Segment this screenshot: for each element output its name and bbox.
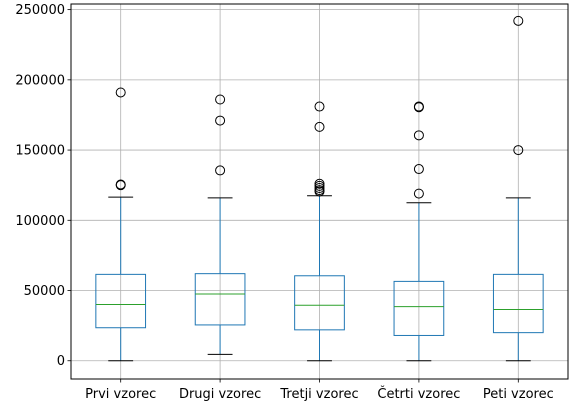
outlier-point [413,130,424,141]
ticks-layer: 0 50000 100000 150000 200000 250000 Prvi vzore… [15,3,553,402]
box-iqr [294,275,345,331]
box-group [294,101,345,362]
outlier-point [513,15,524,26]
box-iqr [492,273,544,334]
x-tick-label: Drugi vzorec [179,387,261,402]
y-tick-label: 100000 [15,214,65,229]
x-tick-label: Četrti vzorec [377,386,460,402]
outlier-point [215,115,226,126]
outlier-point [413,164,424,175]
outlier-point [413,101,424,112]
y-tick-label: 150000 [15,144,65,159]
y-tick-label: 200000 [15,73,65,88]
outlier-point [215,165,226,176]
outlier-point [413,188,424,199]
grid-layer [71,4,568,379]
boxes-layer [95,15,544,362]
outlier-point [314,101,325,112]
outlier-point [314,121,325,132]
outlier-point [115,179,126,190]
box-group [492,15,544,362]
box-iqr [194,273,246,326]
y-tick-label: 250000 [15,3,65,18]
outlier-point [314,178,325,189]
box-group [393,101,445,362]
box-group [194,94,246,355]
outlier-point [513,145,524,156]
y-tick-label: 0 [57,354,65,369]
x-tick-label: Prvi vzorec [85,387,156,402]
outlier-point [215,94,226,105]
y-tick-label: 50000 [24,284,65,299]
x-tick-label: Peti vzorec [483,387,554,402]
box-iqr [393,280,445,336]
x-tick-label: Tretji vzorec [279,387,358,402]
box-group [95,87,147,362]
box-iqr [95,273,147,329]
outlier-point [115,87,126,98]
